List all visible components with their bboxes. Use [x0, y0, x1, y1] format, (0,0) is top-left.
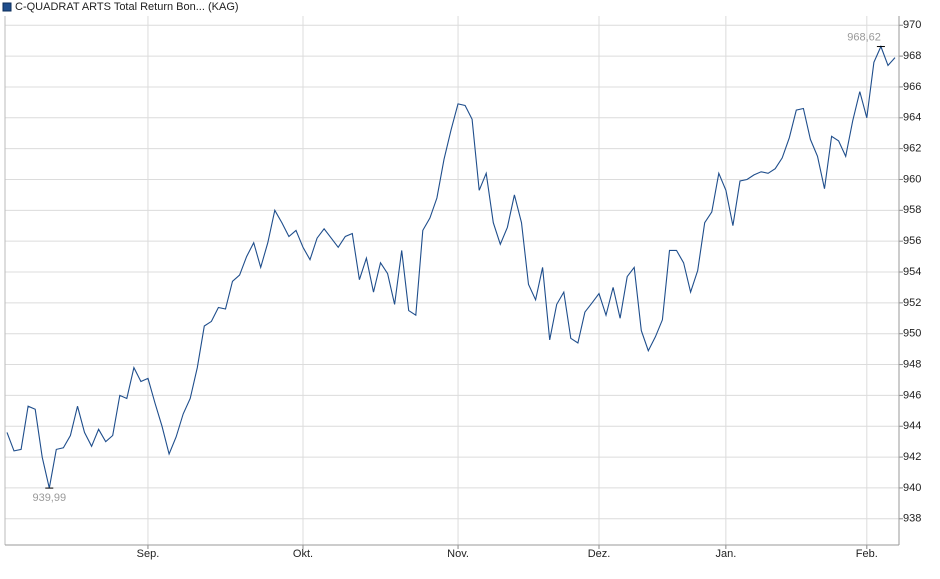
y-tick-label: 938	[903, 513, 921, 525]
y-tick-label: 940	[903, 482, 921, 494]
x-tick-label: Okt.	[293, 548, 313, 560]
y-tick-label: 942	[903, 451, 921, 463]
x-tick-label: Jan.	[715, 548, 736, 560]
y-tick-label: 944	[903, 420, 921, 432]
x-tick-label: Feb.	[856, 548, 878, 560]
y-tick-label: 954	[903, 266, 921, 278]
series-line	[6, 45, 896, 489]
y-tick-label: 966	[903, 81, 921, 93]
y-tick-label: 950	[903, 328, 921, 340]
value-label: 939,99	[32, 492, 66, 504]
y-tick-label: 946	[903, 389, 921, 401]
y-tick-label: 968	[903, 50, 921, 62]
x-tick-label: Dez.	[588, 548, 611, 560]
x-tick-label: Nov.	[447, 548, 469, 560]
y-tick-label: 952	[903, 297, 921, 309]
value-label: 968,62	[847, 31, 881, 43]
x-tick-label: Sep.	[137, 548, 160, 560]
y-tick-label: 956	[903, 235, 921, 247]
legend-swatch	[2, 2, 12, 12]
y-tick-label: 970	[903, 19, 921, 31]
y-tick-label: 960	[903, 173, 921, 185]
y-tick-label: 958	[903, 204, 921, 216]
y-tick-label: 948	[903, 358, 921, 370]
y-tick-label: 964	[903, 112, 921, 124]
legend-label: C-QUADRAT ARTS Total Return Bon... (KAG)	[15, 1, 239, 13]
y-tick-label: 962	[903, 143, 921, 155]
